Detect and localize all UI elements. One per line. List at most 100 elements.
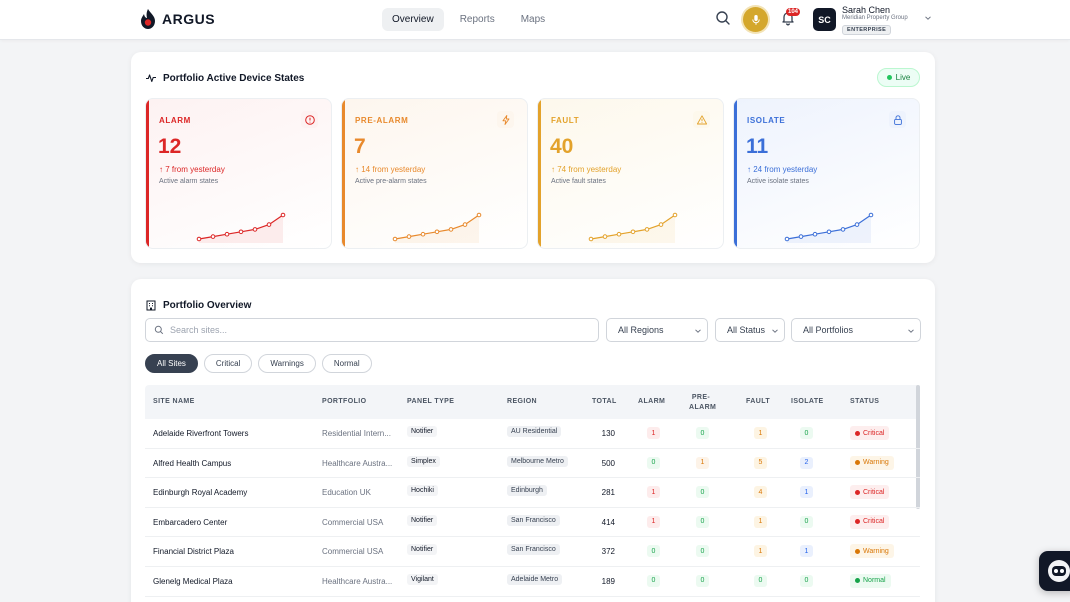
status-badge: Critical: [850, 514, 890, 529]
device-states-title: Portfolio Active Device States: [163, 72, 305, 84]
column-header-alarm[interactable]: ALARM: [638, 398, 666, 405]
avatar[interactable]: SC: [813, 8, 836, 31]
site-name-cell[interactable]: Glenelg Medical Plaza: [153, 576, 233, 586]
status-dot: [855, 489, 860, 495]
site-search-field[interactable]: [145, 318, 599, 342]
chip-normal[interactable]: Normal: [321, 354, 372, 373]
nav-tab-overview[interactable]: Overview: [382, 8, 444, 31]
table-row[interactable]: Embarcadero Center Commercial USA Notifi…: [145, 508, 920, 538]
site-name-cell[interactable]: Embarcadero Center: [153, 517, 228, 527]
main-nav: Overview Reports Maps: [382, 8, 555, 31]
chip-critical[interactable]: Critical: [203, 354, 253, 373]
state-delta: ↑ 14 from yesterday: [355, 165, 425, 174]
isolate-count-badge: 1: [800, 545, 813, 558]
region-tag: AU Residential: [507, 426, 562, 437]
table-header: SITE NAME PORTFOLIO PANEL TYPE REGION TO…: [145, 385, 920, 509]
state-card-isolate[interactable]: ISOLATE 11 ↑ 24 from yesterday Active is…: [733, 98, 920, 249]
status-text: Normal: [863, 577, 886, 585]
state-accent-bar: [342, 99, 345, 248]
prealarm-count-badge: 0: [696, 515, 709, 528]
status-badge: Normal: [850, 573, 891, 588]
device-states-heading: Portfolio Active Device States: [145, 72, 304, 84]
state-icon-box: [889, 111, 906, 128]
brand-name: ARGUS: [162, 11, 216, 27]
status-badge: Critical: [850, 485, 890, 500]
total-cell: 414: [601, 517, 615, 527]
alarm-count-badge: 0: [647, 574, 660, 587]
sparkline-point: [658, 222, 664, 227]
status-text: Critical: [863, 429, 885, 437]
alarm-count-badge: 0: [647, 545, 660, 558]
column-header-site-name[interactable]: SITE NAME: [153, 398, 195, 405]
site-name-cell[interactable]: Edinburgh Royal Academy: [153, 488, 248, 498]
site-search-input[interactable]: [170, 325, 590, 335]
table-row[interactable]: Adelaide Riverfront Towers Residential I…: [145, 419, 920, 449]
column-header-total[interactable]: TOTAL: [592, 398, 617, 405]
site-name-cell[interactable]: Financial District Plaza: [153, 547, 234, 557]
nav-tab-reports[interactable]: Reports: [459, 14, 495, 25]
table-row[interactable]: Glenelg Medical Plaza Healthcare Austra.…: [145, 567, 920, 597]
alarm-count-badge: 0: [647, 456, 660, 469]
state-delta-text: 14 from yesterday: [361, 165, 426, 174]
arrow-up-icon: ↑: [551, 165, 555, 174]
status-text: Critical: [863, 488, 885, 496]
column-header-pre-alarm[interactable]: PRE- ALARM: [689, 393, 716, 413]
state-description: Active alarm states: [159, 178, 219, 185]
sparkline-area: [787, 215, 871, 243]
table-row[interactable]: Edinburgh Royal Academy Education UK Hoc…: [145, 478, 920, 508]
status-filter-select[interactable]: All Status: [715, 318, 785, 342]
status-dot: [855, 548, 860, 554]
status-dot: [855, 519, 860, 525]
plan-tier-badge: ENTERPRISE: [842, 25, 892, 35]
portfolio-filter-select[interactable]: All Portfolios: [791, 318, 921, 342]
column-header-region[interactable]: REGION: [507, 398, 538, 405]
chevron-down-icon[interactable]: [924, 14, 932, 22]
state-card-pre-alarm[interactable]: PRE-ALARM 7 ↑ 14 from yesterday Active p…: [341, 98, 528, 249]
alarm-count-badge: 1: [647, 486, 660, 499]
column-header-status[interactable]: STATUS: [850, 398, 880, 405]
assistant-launcher-button[interactable]: [1039, 551, 1070, 591]
brand-logo[interactable]: ARGUS: [138, 8, 215, 30]
isolate-count-badge: 2: [800, 456, 813, 469]
table-scrollbar[interactable]: [916, 385, 920, 509]
region-tag: San Francisco: [507, 544, 560, 556]
sparkline-point: [784, 236, 790, 242]
portfolio-cell: Healthcare Austra...: [322, 458, 393, 468]
sites-table: SITE NAME PORTFOLIO PANEL TYPE REGION TO…: [145, 385, 920, 597]
chip-warnings[interactable]: Warnings: [258, 354, 316, 373]
portfolio-cell: Residential Intern...: [322, 429, 391, 438]
sparkline-point: [210, 234, 216, 239]
warning-icon: [696, 114, 707, 124]
chip-all-sites[interactable]: All Sites: [145, 354, 198, 373]
sparkline-point: [868, 212, 874, 218]
table-row[interactable]: Alfred Health Campus Healthcare Austra..…: [145, 449, 920, 479]
table-row[interactable]: Financial District Plaza Commercial USA …: [145, 537, 920, 567]
device-states-card: Portfolio Active Device States Live ALAR…: [131, 52, 935, 263]
portfolio-cell: Commercial USA: [322, 517, 384, 527]
nav-tab-maps[interactable]: Maps: [520, 14, 546, 25]
top-navigation-bar: ARGUS Overview Reports Maps 104 SC Sarah…: [0, 0, 1070, 40]
state-card-fault[interactable]: FAULT 40 ↑ 74 from yesterday Active faul…: [537, 98, 724, 249]
region-filter-value: All Regions: [618, 325, 664, 335]
portfolio-filter-value: All Portfolios: [803, 325, 854, 335]
state-card-alarm[interactable]: ALARM 12 ↑ 7 from yesterday Active alarm…: [145, 98, 332, 249]
status-dot: [855, 460, 860, 466]
fault-count-badge: 1: [754, 545, 767, 558]
state-trend-sparkline: [392, 212, 482, 243]
sparkline-point: [630, 229, 636, 235]
column-header-panel-type[interactable]: PANEL TYPE: [407, 398, 455, 405]
region-filter-select[interactable]: All Regions: [606, 318, 708, 342]
state-icon-box: [301, 111, 318, 128]
voice-assistant-button[interactable]: [743, 7, 768, 32]
search-icon[interactable]: [714, 9, 732, 27]
site-name-cell[interactable]: Alfred Health Campus: [153, 458, 232, 468]
column-header-portfolio[interactable]: PORTFOLIO: [322, 398, 367, 405]
column-header-isolate[interactable]: ISOLATE: [791, 398, 824, 405]
building-icon: [146, 300, 156, 311]
sparkline-point: [420, 231, 426, 237]
state-trend-sparkline: [196, 212, 286, 243]
microphone-icon: [751, 14, 760, 25]
column-header-fault[interactable]: FAULT: [746, 398, 771, 405]
user-name[interactable]: Sarah Chen: [842, 5, 891, 15]
site-name-cell[interactable]: Adelaide Riverfront Towers: [153, 429, 249, 438]
